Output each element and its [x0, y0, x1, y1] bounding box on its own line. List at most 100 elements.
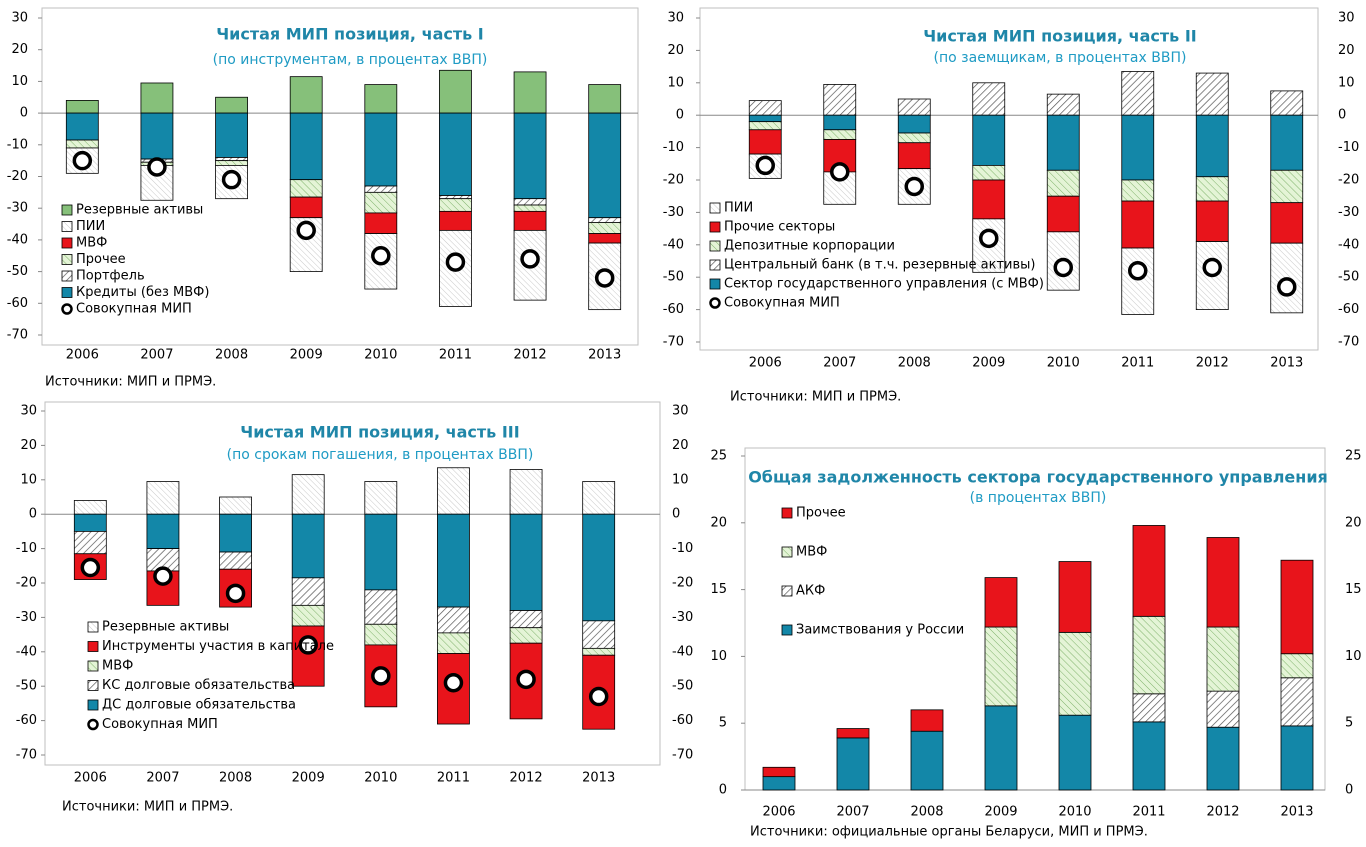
chart-title: Чистая МИП позиция, часть III	[240, 423, 519, 442]
bar-segment	[73, 500, 107, 515]
x-tick-label: 2009	[292, 771, 325, 786]
bar-segment	[1280, 677, 1314, 727]
bar-segment	[972, 179, 1006, 220]
legend-label: Совокупная МИП	[102, 717, 218, 732]
y-tick-label: -60	[16, 713, 37, 728]
x-tick-label: 2012	[1206, 805, 1239, 820]
bar-segment	[215, 160, 248, 166]
y-tick-label: -70	[663, 335, 684, 350]
bar-segment	[823, 84, 857, 116]
bar-segment	[513, 210, 547, 231]
bar-segment	[897, 132, 931, 144]
x-tick-label: 2012	[514, 348, 547, 363]
bar-segment	[1121, 179, 1155, 202]
legend-swatch	[87, 621, 99, 633]
x-tick-label: 2006	[762, 805, 795, 820]
bar-segment	[289, 112, 323, 181]
x-tick-label: 2009	[290, 348, 323, 363]
legend-label: ПИИ	[724, 201, 753, 216]
source-note: Источники: официальные органы Беларуси, …	[750, 825, 1148, 840]
bar-segment	[1058, 561, 1092, 633]
y2-tick-label: -50	[672, 679, 693, 694]
bar-segment	[582, 513, 616, 622]
bar-segment	[1195, 176, 1229, 202]
bar-segment	[364, 191, 398, 214]
total-marker	[904, 176, 924, 197]
legend-label: МВФ	[796, 545, 827, 560]
bar-segment	[1280, 725, 1314, 791]
total-marker	[445, 252, 466, 272]
y-tick-label: 10	[20, 472, 37, 487]
bar-segment	[513, 229, 547, 301]
legend-label: ПИИ	[76, 219, 105, 234]
bar-segment	[146, 481, 180, 515]
y-tick-label: 0	[719, 783, 727, 798]
bar-segment	[582, 647, 616, 656]
legend-label: Совокупная МИП	[724, 296, 840, 311]
total-marker	[225, 583, 246, 604]
bar-segment	[588, 84, 622, 114]
legend-label: Заимствования у России	[796, 623, 964, 638]
x-tick-label: 2009	[984, 805, 1017, 820]
bar-segment	[823, 114, 857, 131]
y-tick-label: 10	[11, 74, 28, 89]
y2-tick-label: 20	[1345, 515, 1362, 530]
bar-segment	[984, 577, 1018, 628]
legend-swatch	[61, 287, 73, 298]
bar-segment	[364, 84, 398, 114]
x-tick-label: 2008	[219, 771, 252, 786]
x-tick-label: 2012	[1196, 356, 1229, 371]
bar-segment	[291, 513, 325, 579]
legend-label: ДС долговые обязательства	[102, 698, 296, 713]
total-marker	[1277, 277, 1297, 297]
y-tick-label: 0	[29, 507, 37, 522]
x-tick-label: 2011	[437, 771, 470, 786]
bar-segment	[1270, 202, 1304, 244]
x-tick-label: 2011	[1121, 356, 1154, 371]
bar-segment	[146, 513, 180, 550]
total-marker	[371, 246, 391, 266]
bar-segment	[588, 222, 622, 234]
legend-swatch	[709, 259, 721, 271]
x-tick-label: 2011	[439, 348, 472, 363]
bar-segment	[65, 112, 99, 141]
legend-marker	[87, 718, 99, 731]
legend-label: Инструменты участия в капитале	[102, 639, 334, 654]
bar-segment	[437, 606, 470, 634]
total-marker	[296, 220, 316, 241]
bar-segment	[364, 481, 398, 515]
legend-label: Сектор государственного управления (с МВ…	[724, 277, 1044, 292]
y-tick-label: -10	[16, 541, 37, 556]
legend-label: МВФ	[102, 659, 133, 674]
bar-segment	[73, 531, 107, 555]
y-tick-label: 20	[710, 515, 727, 530]
bar-segment	[972, 165, 1006, 181]
total-marker	[979, 228, 999, 249]
y2-tick-label: -60	[1338, 302, 1359, 317]
x-tick-label: 2006	[66, 348, 99, 363]
legend-label: Прочее	[796, 506, 846, 521]
source-note: Источники: МИП и ПРМЭ.	[730, 390, 901, 405]
chart-title: Чистая МИП позиция, часть II	[923, 27, 1197, 46]
y-tick-label: 20	[667, 43, 684, 58]
chart: Чистая МИП позиция, часть II (по заемщика…	[663, 7, 1359, 405]
legend-swatch	[709, 240, 721, 252]
x-tick-label: 2011	[1132, 805, 1165, 820]
chart-title: Чистая МИП позиция, часть I	[216, 25, 484, 44]
legend-swatch	[61, 237, 73, 249]
bar-segment	[513, 71, 547, 114]
y2-tick-label: 20	[672, 438, 689, 453]
bar-segment	[1121, 71, 1155, 116]
y2-tick-label: -20	[1338, 173, 1359, 188]
y2-tick-label: 10	[1338, 75, 1355, 90]
bar-segment	[509, 469, 543, 515]
total-marker	[72, 150, 93, 171]
bar-segment	[291, 474, 325, 515]
legend-swatch	[709, 221, 721, 233]
y2-tick-label: 25	[1345, 449, 1362, 464]
y-tick-label: 5	[719, 716, 727, 731]
total-marker	[1202, 257, 1222, 278]
legend-label: Кредиты (без МВФ)	[76, 285, 209, 300]
bar-segment	[1046, 93, 1080, 116]
bar-segment	[748, 100, 782, 116]
